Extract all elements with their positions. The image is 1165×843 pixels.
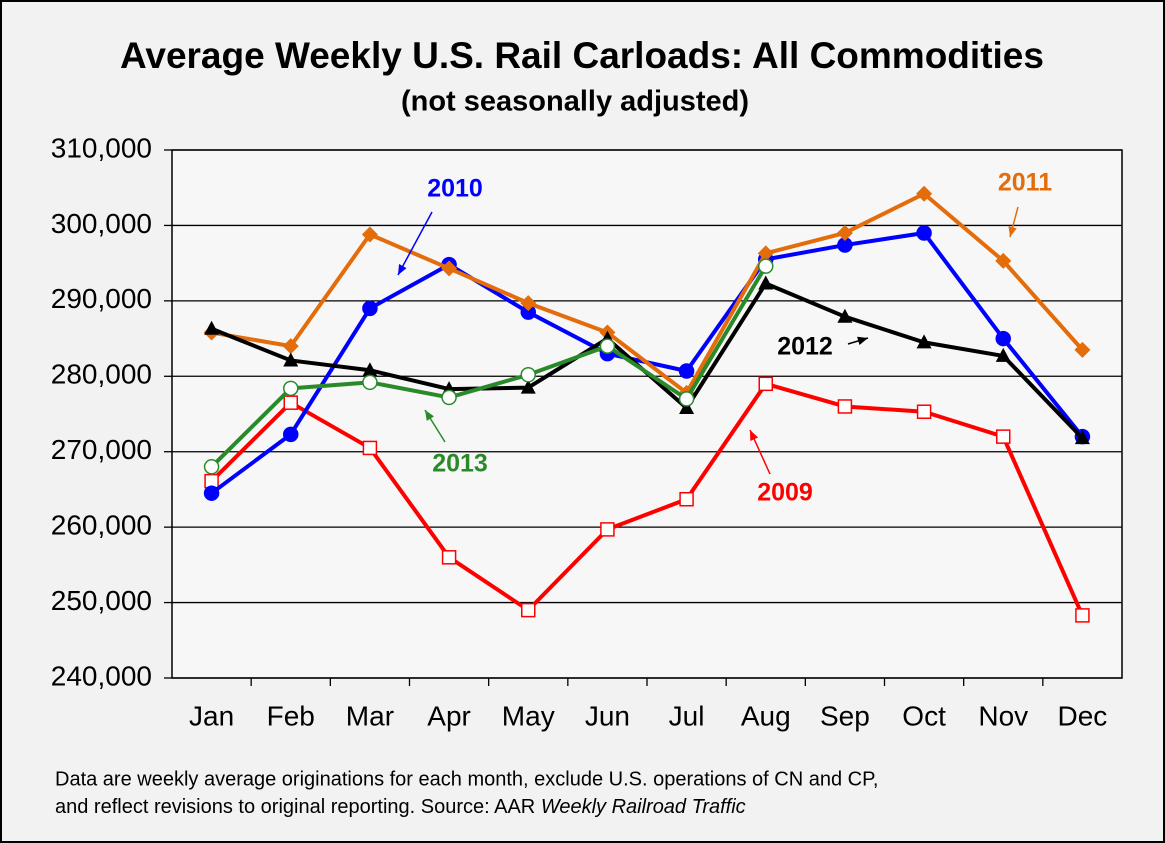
arrow-head [1008,226,1017,237]
y-tick-label: 310,000 [51,132,152,163]
marker [837,399,853,414]
marker [995,347,1011,362]
x-tick-label: Sep [820,700,870,731]
y-tick-label: 290,000 [51,283,152,314]
marker [282,338,299,355]
series-line [211,191,1084,395]
marker [758,275,774,290]
marker [995,330,1011,347]
series-line [210,381,1085,617]
marker [521,602,536,618]
x-tick-label: Jul [669,700,705,731]
marker [203,459,220,475]
annotation-arrow [397,211,433,276]
marker [678,363,695,379]
marker [1074,341,1091,358]
marker [204,320,220,335]
series-label: 2009 [757,479,813,507]
marker [916,404,932,419]
footnote: Data are weekly average originations for… [55,768,878,790]
marker [283,395,298,410]
x-tick-label: May [502,700,555,731]
x-tick-label: Apr [427,700,471,731]
y-tick-label: 270,000 [51,434,152,465]
footnote-text: and reflect revisions to original report… [55,796,535,818]
arrow-head [857,336,868,346]
x-tick-label: Jan [189,700,234,731]
chart-title: Average Weekly U.S. Rail Carloads: All C… [120,35,1044,76]
marker [203,485,220,501]
marker [362,300,378,317]
arrow-head [750,430,759,441]
y-tick-label: 280,000 [51,359,152,390]
marker [1074,430,1090,445]
marker [362,440,378,456]
marker [678,391,695,407]
chart-subtitle: (not seasonally adjusted) [401,86,749,118]
marker [441,550,457,565]
marker [758,376,773,392]
x-tick-label: Feb [267,700,315,731]
series-label: 2013 [432,450,488,478]
y-tick-label: 240,000 [51,660,152,691]
arrow-head [398,264,407,275]
marker [757,245,774,262]
x-tick-label: Oct [902,700,946,731]
series-label: 2010 [427,175,483,203]
footnote-italic: Weekly Railroad Traffic [541,796,746,818]
marker [283,380,299,397]
marker [916,185,933,202]
y-tick-label: 300,000 [51,208,152,239]
marker [441,260,458,277]
arrow-head [425,410,435,421]
marker [996,429,1011,444]
series-label: 2012 [777,333,833,361]
series-label: 2011 [998,169,1052,197]
x-tick-label: Dec [1058,700,1108,731]
marker [520,367,536,383]
marker [362,362,378,377]
marker [916,225,932,241]
y-tick-label: 250,000 [51,585,152,616]
marker [679,399,695,414]
marker [362,374,378,391]
y-tick-label: 260,000 [51,510,152,541]
footnote: and reflect revisions to original report… [55,796,746,818]
marker [441,389,457,406]
series-line [210,265,768,469]
x-tick-label: Jun [585,700,630,731]
marker [520,379,536,394]
marker [283,426,299,443]
x-tick-label: Aug [741,700,791,731]
marker [520,295,537,312]
marker [837,308,853,323]
marker [361,226,378,243]
marker [283,352,299,367]
marker [995,252,1012,269]
x-tick-label: Nov [978,700,1028,731]
marker [679,491,694,507]
x-tick-label: Mar [346,700,394,731]
plot-area [172,150,1122,678]
marker [916,334,932,349]
marker [600,522,615,537]
marker [599,338,616,354]
marker [758,258,774,274]
marker [836,224,853,241]
marker [1075,608,1090,623]
